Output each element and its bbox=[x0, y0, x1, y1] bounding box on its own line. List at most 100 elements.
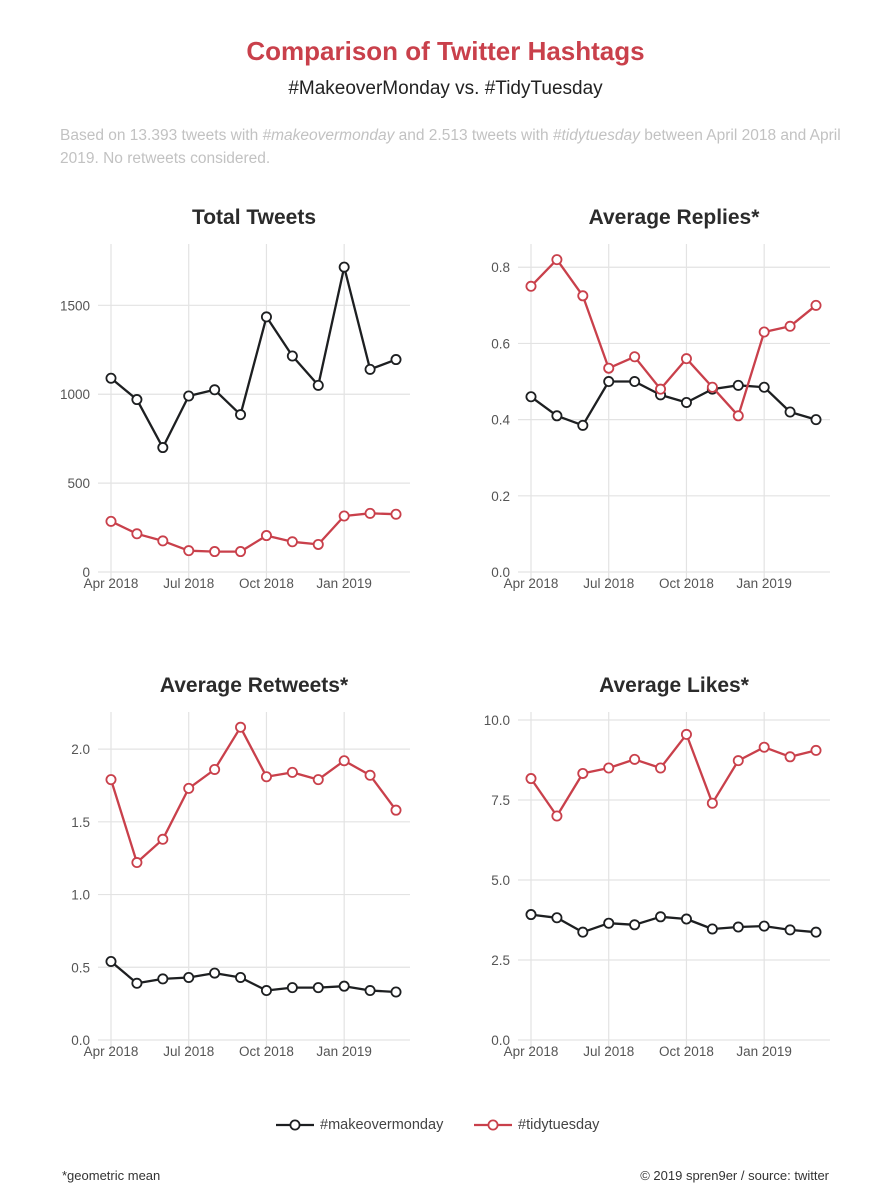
data-point-tidytuesday bbox=[758, 741, 770, 753]
series-line-tidytuesday bbox=[109, 726, 397, 864]
data-point-makeovermonday bbox=[784, 924, 796, 936]
y-tick-label: 5.0 bbox=[491, 873, 510, 888]
data-point-tidytuesday bbox=[235, 721, 247, 733]
legend-swatch-tidytuesday bbox=[474, 1119, 512, 1131]
y-tick-label: 0.0 bbox=[491, 1033, 510, 1048]
data-point-tidytuesday bbox=[551, 254, 563, 266]
series-line-tidytuesday bbox=[530, 733, 817, 818]
data-point-makeovermonday bbox=[603, 376, 615, 388]
data-point-makeovermonday bbox=[260, 311, 272, 323]
series-line-makeovermonday bbox=[530, 380, 817, 427]
y-tick-label: 500 bbox=[67, 476, 90, 491]
data-point-makeovermonday bbox=[732, 379, 744, 391]
data-point-tidytuesday bbox=[286, 766, 298, 778]
data-point-makeovermonday bbox=[131, 394, 143, 406]
y-tick-label: 1000 bbox=[60, 387, 90, 402]
data-point-tidytuesday bbox=[551, 810, 563, 822]
data-point-makeovermonday bbox=[629, 919, 641, 931]
data-point-makeovermonday bbox=[364, 363, 376, 375]
x-tick-label: Oct 2018 bbox=[659, 1044, 714, 1059]
data-point-tidytuesday bbox=[157, 833, 169, 845]
data-point-tidytuesday bbox=[131, 857, 143, 869]
data-point-makeovermonday bbox=[312, 982, 324, 994]
data-point-tidytuesday bbox=[706, 381, 718, 393]
data-point-tidytuesday bbox=[183, 545, 195, 557]
data-point-tidytuesday bbox=[131, 528, 143, 540]
data-point-makeovermonday bbox=[209, 967, 221, 979]
x-tick-label: Oct 2018 bbox=[239, 1044, 294, 1059]
y-tick-label: 7.5 bbox=[491, 793, 510, 808]
footnote: *geometric mean bbox=[62, 1168, 161, 1183]
data-point-makeovermonday bbox=[260, 985, 272, 997]
data-point-tidytuesday bbox=[338, 510, 350, 522]
data-point-makeovermonday bbox=[312, 379, 324, 391]
x-tick-label: Jan 2019 bbox=[316, 576, 372, 591]
y-tick-label: 0.0 bbox=[491, 565, 510, 580]
caption-text-3: between April 2018 and April 2019. No re… bbox=[60, 127, 841, 167]
data-point-makeovermonday bbox=[758, 920, 770, 932]
data-point-tidytuesday bbox=[732, 755, 744, 767]
data-point-makeovermonday bbox=[183, 390, 195, 402]
data-point-tidytuesday bbox=[577, 767, 589, 779]
data-point-tidytuesday bbox=[629, 753, 641, 765]
panel-average-likes: Average Likes* 0.0 2.5 5.0 7.5 10.0 Apr 2018 Ju… bbox=[484, 674, 830, 1059]
data-point-makeovermonday bbox=[157, 442, 169, 454]
x-tick-label: Jan 2019 bbox=[736, 576, 792, 591]
data-point-makeovermonday bbox=[784, 406, 796, 418]
data-point-tidytuesday bbox=[364, 769, 376, 781]
data-point-makeovermonday bbox=[338, 980, 350, 992]
data-point-tidytuesday bbox=[390, 508, 402, 520]
data-point-makeovermonday bbox=[131, 977, 143, 989]
panel-title: Total Tweets bbox=[192, 206, 316, 229]
y-tick-label: 0.6 bbox=[491, 336, 510, 351]
data-point-makeovermonday bbox=[706, 923, 718, 935]
legend-label-makeovermonday: #makeovermonday bbox=[320, 1117, 444, 1133]
data-point-makeovermonday bbox=[551, 410, 563, 422]
legend-swatch-makeovermonday bbox=[276, 1119, 314, 1131]
data-point-tidytuesday bbox=[183, 782, 195, 794]
data-point-makeovermonday bbox=[390, 354, 402, 366]
panel-total-tweets: Total Tweets 0 500 1000 1500 Apr 2018 Jul 2018… bbox=[60, 206, 410, 591]
y-tick-label: 1500 bbox=[60, 298, 90, 313]
series-line-makeovermonday bbox=[110, 960, 397, 994]
data-point-makeovermonday bbox=[810, 926, 822, 938]
x-tick-label: Jan 2019 bbox=[316, 1044, 372, 1059]
data-point-tidytuesday bbox=[706, 797, 718, 809]
data-point-makeovermonday bbox=[105, 955, 117, 967]
x-tick-label: Apr 2018 bbox=[504, 1044, 559, 1059]
data-point-makeovermonday bbox=[577, 926, 589, 938]
data-point-tidytuesday bbox=[603, 762, 615, 774]
data-point-tidytuesday bbox=[525, 773, 537, 785]
chart-legend: #makeovermonday #tidytuesday bbox=[0, 1113, 891, 1137]
data-point-tidytuesday bbox=[810, 744, 822, 756]
data-point-tidytuesday bbox=[209, 546, 221, 558]
data-point-makeovermonday bbox=[758, 381, 770, 393]
data-point-makeovermonday bbox=[286, 350, 298, 362]
data-point-makeovermonday bbox=[680, 913, 692, 925]
x-tick-label: Oct 2018 bbox=[659, 576, 714, 591]
data-point-tidytuesday bbox=[810, 299, 822, 311]
data-point-makeovermonday bbox=[732, 921, 744, 933]
data-point-makeovermonday bbox=[655, 911, 667, 923]
panel-title: Average Retweets* bbox=[160, 674, 349, 697]
data-point-makeovermonday bbox=[629, 376, 641, 388]
data-point-makeovermonday bbox=[525, 391, 537, 403]
data-point-tidytuesday bbox=[655, 762, 667, 774]
y-tick-label: 0.0 bbox=[71, 1033, 90, 1048]
data-point-tidytuesday bbox=[312, 538, 324, 550]
data-point-tidytuesday bbox=[525, 280, 537, 292]
series-line-makeovermonday bbox=[530, 913, 817, 934]
data-point-makeovermonday bbox=[364, 985, 376, 997]
data-point-tidytuesday bbox=[157, 535, 169, 547]
legend-item-tidytuesday: #tidytuesday bbox=[474, 1113, 599, 1137]
x-tick-label: Apr 2018 bbox=[84, 576, 139, 591]
data-point-tidytuesday bbox=[209, 763, 221, 775]
y-tick-label: 1.0 bbox=[71, 888, 90, 903]
y-tick-label: 1.5 bbox=[71, 815, 90, 830]
data-point-tidytuesday bbox=[680, 728, 692, 740]
data-point-makeovermonday bbox=[235, 409, 247, 421]
y-tick-label: 0.4 bbox=[491, 413, 510, 428]
legend-label-tidytuesday: #tidytuesday bbox=[518, 1117, 600, 1133]
panel-title: Average Replies* bbox=[589, 206, 761, 229]
x-tick-label: Apr 2018 bbox=[504, 576, 559, 591]
